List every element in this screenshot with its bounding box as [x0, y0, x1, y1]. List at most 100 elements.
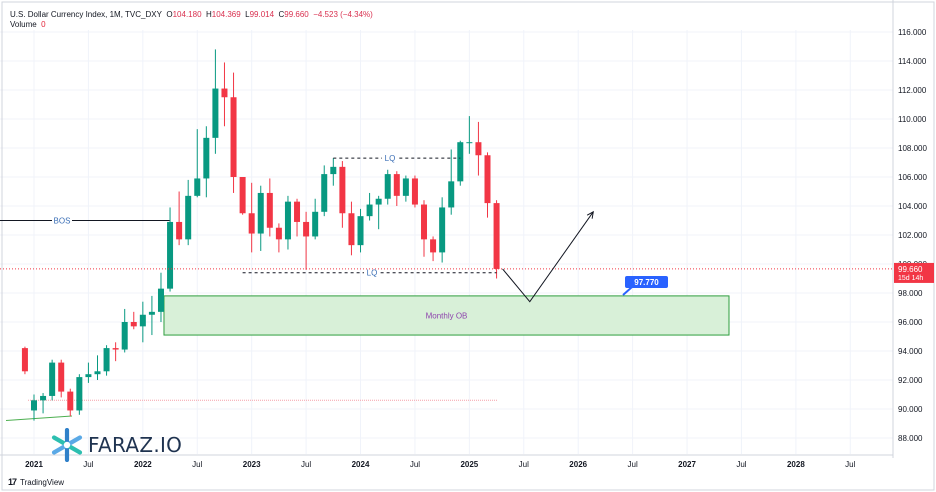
x-tick-label: Jul: [628, 460, 638, 469]
x-tick-label: 2025: [460, 460, 478, 469]
symbol-line[interactable]: U.S. Dollar Currency Index, 1M, TVC_DXY: [10, 10, 162, 19]
y-tick-label: 96.000: [898, 318, 923, 327]
candle-down[interactable]: [339, 166, 346, 214]
high-label: H: [205, 10, 212, 19]
y-tick-label: 94.000: [898, 347, 923, 356]
open-label: O: [166, 10, 173, 19]
candle-down[interactable]: [176, 221, 183, 240]
candle-up[interactable]: [384, 174, 391, 199]
candle-up[interactable]: [448, 181, 455, 208]
target-badge[interactable]: [625, 276, 668, 288]
candle-up[interactable]: [148, 311, 155, 315]
faraz-brand: FARAZ.IO: [50, 428, 182, 462]
y-tick-label: 92.000: [898, 376, 923, 385]
candle-down[interactable]: [130, 322, 137, 327]
order-block-label: Monthly OB: [426, 311, 468, 320]
candle-down[interactable]: [230, 97, 237, 177]
trendline: [5, 415, 73, 421]
volume-value: 0: [41, 20, 46, 29]
candle-down[interactable]: [411, 178, 418, 205]
candle-down[interactable]: [21, 348, 28, 372]
candle-up[interactable]: [257, 192, 264, 234]
candle-down[interactable]: [475, 142, 482, 156]
candle-down[interactable]: [303, 221, 310, 237]
candle-down[interactable]: [266, 192, 273, 228]
monthly-order-block[interactable]: [163, 295, 730, 336]
x-tick-label: 2021: [25, 460, 43, 469]
candle-down[interactable]: [484, 155, 491, 204]
candle-down[interactable]: [67, 391, 74, 411]
price-badge-value: 99.660: [898, 265, 923, 274]
y-tick-label: 106.000: [898, 173, 927, 182]
candle-up[interactable]: [357, 216, 364, 246]
candle-down[interactable]: [421, 204, 428, 240]
lq-bottom-label-bg: [364, 267, 380, 278]
candle-up[interactable]: [31, 400, 37, 411]
tradingview-footer[interactable]: 17 TradingView: [8, 477, 64, 487]
x-tick-label: Jul: [519, 460, 529, 469]
candle-up[interactable]: [330, 166, 337, 175]
candle-up[interactable]: [439, 207, 446, 253]
candle-down[interactable]: [275, 227, 282, 240]
lq-top-label: LQ: [385, 154, 396, 163]
close-value: 99.660: [284, 10, 309, 19]
candle-up[interactable]: [103, 348, 110, 372]
x-tick-label: 2027: [678, 460, 696, 469]
candle-up[interactable]: [194, 178, 201, 196]
candle-up[interactable]: [203, 137, 210, 179]
tradingview-logo-icon: 17: [8, 477, 17, 487]
volume-label[interactable]: Volume: [10, 20, 37, 29]
candle-up[interactable]: [284, 201, 291, 240]
candle-up[interactable]: [157, 288, 164, 312]
candle-up[interactable]: [85, 374, 92, 378]
y-tick-label: 110.000: [898, 115, 927, 124]
bos-label: BOS: [54, 217, 71, 226]
candle-down[interactable]: [239, 177, 246, 214]
candle-up[interactable]: [212, 88, 219, 138]
high-value: 104.369: [211, 10, 241, 19]
y-tick-label: 102.000: [898, 231, 927, 240]
price-badge-countdown: 15d 14h: [898, 275, 923, 282]
candle-up[interactable]: [185, 195, 192, 240]
candle-up[interactable]: [139, 314, 146, 327]
candle-down[interactable]: [58, 362, 65, 392]
candle-down[interactable]: [430, 239, 437, 253]
candle-up[interactable]: [312, 211, 319, 237]
candle-up[interactable]: [321, 174, 328, 212]
candle-up[interactable]: [49, 362, 56, 396]
candle-up[interactable]: [121, 322, 128, 350]
candle-up[interactable]: [94, 371, 101, 375]
candle-down[interactable]: [493, 203, 500, 269]
candle-down[interactable]: [112, 348, 119, 350]
candle-up[interactable]: [375, 198, 382, 205]
candle-down[interactable]: [348, 213, 355, 246]
x-tick-label: 2022: [134, 460, 152, 469]
lq-top-label-bg: [382, 153, 398, 164]
candle-down[interactable]: [294, 201, 301, 222]
close-label: C: [278, 10, 285, 19]
candle-up[interactable]: [457, 142, 464, 182]
x-tick-label: 2023: [243, 460, 261, 469]
y-tick-label: 88.000: [898, 434, 923, 443]
x-tick-label: 2026: [569, 460, 587, 469]
candle-up[interactable]: [76, 377, 83, 411]
candle-up[interactable]: [402, 178, 409, 196]
projection-path[interactable]: [502, 211, 594, 303]
candle-up[interactable]: [466, 142, 473, 144]
x-tick-label: Jul: [845, 460, 855, 469]
candle-up[interactable]: [40, 395, 47, 401]
open-value: 104.180: [172, 10, 202, 19]
candle-down[interactable]: [393, 174, 400, 196]
low-label: L: [245, 10, 250, 19]
candle-down[interactable]: [248, 213, 255, 234]
price-badge: [894, 262, 934, 283]
x-tick-label: Jul: [83, 460, 93, 469]
candle-down[interactable]: [221, 88, 228, 98]
low-value: 99.014: [249, 10, 275, 19]
y-tick-label: 112.000: [898, 86, 927, 95]
candle-up[interactable]: [167, 221, 174, 289]
candle-up[interactable]: [366, 204, 373, 217]
symbol-header: U.S. Dollar Currency Index, 1M, TVC_DXY …: [10, 10, 373, 19]
